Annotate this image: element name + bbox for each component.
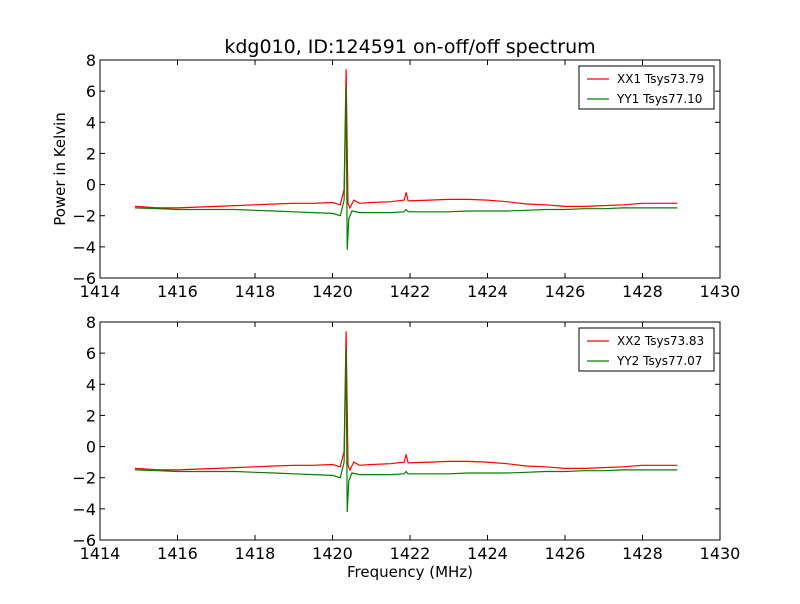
x-tick-label: 1424 [467,544,508,563]
x-tick-label: 1420 [312,544,353,563]
y-tick-label: 2 [86,144,96,163]
legend-label: XX2 Tsys73.83 [617,334,704,348]
y-tick-label: 8 [86,313,96,332]
legend-box [578,65,715,110]
top-subplot: 1414 1416 1418 1420 1422 1424 1426 1428 1430 −6 −4… [72,51,740,301]
y-tick-label: 8 [86,51,96,70]
x-tick-label: 1422 [390,544,431,563]
x-tick-label: 1426 [545,282,586,301]
x-axis-label: Frequency (MHz) [347,563,473,581]
x-tick-label: 1422 [390,282,431,301]
series-line-xx [134,69,678,210]
y-tick-label: 2 [86,406,96,425]
legend-label: XX1 Tsys73.79 [617,72,704,86]
x-tick-label: 1420 [312,282,353,301]
y-tick-label: −4 [72,238,96,257]
x-tick-label: 1418 [235,544,276,563]
x-tick-label: 1416 [157,282,198,301]
y-tick-label: 6 [86,82,96,101]
y-tick-label: 4 [86,375,96,394]
x-tick-label: 1414 [80,544,121,563]
x-tick-label: 1428 [622,544,663,563]
y-tick-label: −6 [72,269,96,288]
y-tick-label: −2 [72,207,96,226]
series-line-xx [134,331,678,472]
chart-title: kdg010, ID:124591 on-off/off spectrum [224,36,595,58]
bottom-subplot: 1414 1416 1418 1420 1422 1424 1426 1428 1430 −6 −4… [72,313,740,563]
x-tick-label: 1416 [157,544,198,563]
y-tick-label: 0 [86,438,96,457]
x-tick-label: 1424 [467,282,508,301]
x-tick-label: 1418 [235,282,276,301]
y-tick-label: −4 [72,500,96,519]
series-line-yy [134,348,678,513]
legend: XX2 Tsys73.83 YY2 Tsys77.07 [578,327,715,372]
x-tick-label: 1430 [700,282,741,301]
series-line-yy [134,86,678,251]
legend-label: YY2 Tsys77.07 [616,354,702,368]
y-tick-label: −2 [72,469,96,488]
y-tick-label: −6 [72,531,96,550]
x-tick-label: 1426 [545,544,586,563]
x-tick-label: 1430 [700,544,741,563]
y-tick-label: 0 [86,176,96,195]
legend: XX1 Tsys73.79 YY1 Tsys77.10 [578,65,715,110]
y-tick-label: 4 [86,113,96,132]
legend-label: YY1 Tsys77.10 [616,92,702,106]
x-tick-label: 1428 [622,282,663,301]
legend-box [578,327,715,372]
x-tick-label: 1414 [80,282,121,301]
y-axis-label: Power in Kelvin [51,112,69,226]
y-tick-label: 6 [86,344,96,363]
